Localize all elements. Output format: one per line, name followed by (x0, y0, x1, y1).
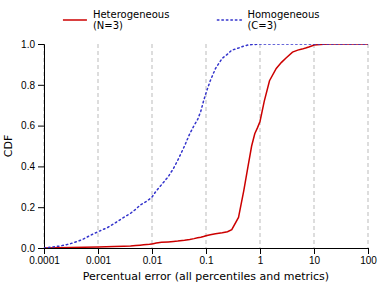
legend-item: Heterogeneous(N=3) (63, 9, 169, 32)
grid-line (152, 44, 153, 248)
grid-line (206, 44, 207, 248)
legend-item: Homogeneous(C=3) (217, 9, 319, 32)
y-tick-mark (38, 44, 44, 45)
legend-label: Heterogeneous(N=3) (93, 9, 169, 32)
x-tick-mark (368, 248, 369, 254)
y-tick-mark (38, 126, 44, 127)
y-tick: 0.6 (21, 120, 44, 131)
y-tick-label: 0.2 (21, 202, 35, 213)
x-tick-mark (314, 248, 315, 254)
y-tick-label: 0.8 (21, 80, 35, 91)
x-tick-label: 0.1 (200, 255, 214, 266)
series-line (44, 44, 368, 248)
x-tick-mark (260, 248, 261, 254)
x-tick-mark (152, 248, 153, 254)
x-tick-label: 1 (258, 255, 264, 266)
grid-line (368, 44, 369, 248)
grid-line (260, 44, 261, 248)
x-tick-mark (206, 248, 207, 254)
y-tick-mark (38, 166, 44, 167)
y-tick-label: 0.6 (21, 120, 35, 131)
plot: 0.0001 0.001 0.01 0.1 1 10 100 0.0 0.2 0.4 0.6 0.8 1… (21, 39, 377, 266)
x-tick: 1 (258, 248, 264, 266)
y-axis-title: CDF (2, 135, 15, 157)
y-tick-mark (38, 207, 44, 208)
legend-label: Homogeneous(C=3) (247, 9, 319, 32)
x-tick-label: 10 (309, 255, 321, 266)
grid-line (314, 44, 315, 248)
legend-swatch (63, 19, 87, 21)
series-line (44, 44, 368, 248)
x-tick: 0.001 (86, 248, 111, 266)
y-tick: 0.0 (21, 243, 44, 254)
y-axis-line (38, 45, 45, 249)
grid (44, 44, 368, 248)
legend: Heterogeneous(N=3) Homogeneous(C=3) (63, 9, 320, 32)
chart: 0.0001 0.001 0.01 0.1 1 10 100 0.0 0.2 0.4 0.6 0.8 1… (0, 0, 384, 286)
x-tick: 10 (309, 248, 321, 266)
y-tick: 1.0 (21, 39, 44, 50)
x-tick-label: 0.0001 (29, 255, 60, 266)
y-tick-label: 0.4 (21, 161, 35, 172)
y-tick: 0.4 (21, 161, 44, 172)
x-axis-title: Percentual error (all percentiles and me… (83, 270, 329, 283)
x-tick-label: 0.01 (143, 255, 163, 266)
x-tick: 0.1 (200, 248, 214, 266)
lines (44, 44, 368, 248)
x-tick: 100 (360, 248, 377, 266)
legend-swatch (217, 19, 241, 21)
y-tick: 0.2 (21, 202, 44, 213)
y-tick-label: 0.0 (21, 243, 35, 254)
x-tick-label: 100 (360, 255, 377, 266)
x-tick: 0.01 (143, 248, 163, 266)
y-tick-label: 1.0 (21, 39, 35, 50)
y-tick-mark (38, 248, 44, 249)
y-tick: 0.8 (21, 80, 44, 91)
y-axis: 0.0 0.2 0.4 0.6 0.8 1.0 (21, 39, 44, 254)
x-axis: 0.0001 0.001 0.01 0.1 1 10 100 (29, 248, 377, 266)
x-axis-line (45, 249, 369, 255)
y-tick-mark (38, 85, 44, 86)
x-tick-mark (98, 248, 99, 254)
x-tick-label: 0.001 (86, 255, 111, 266)
grid-line (98, 44, 99, 248)
